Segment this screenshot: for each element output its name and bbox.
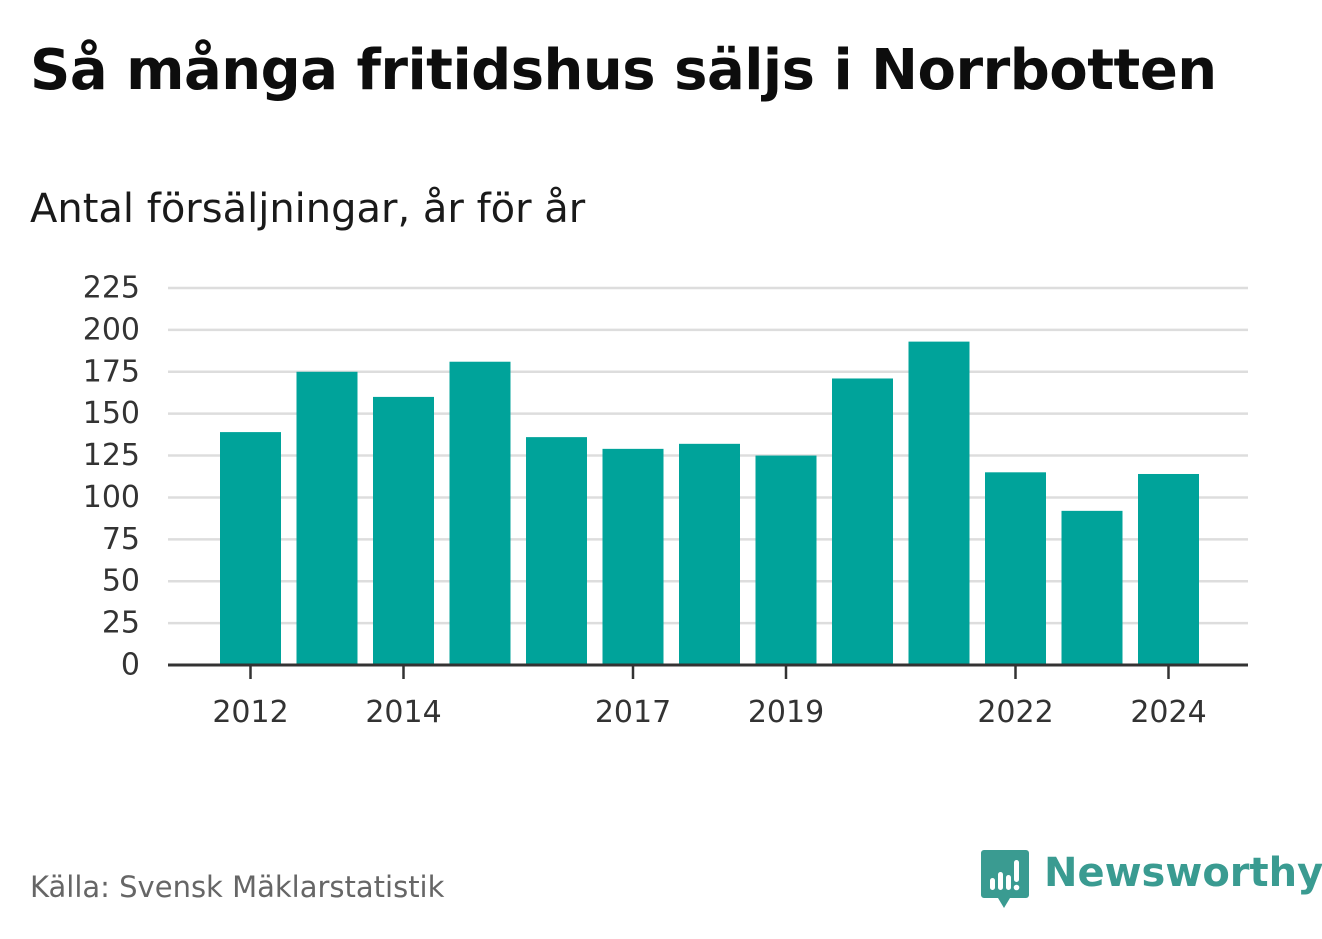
brand-name: Newsworthy: [1044, 850, 1322, 896]
x-tick-label: 2014: [365, 695, 441, 730]
y-tick-label: 25: [102, 606, 140, 641]
x-tick-label: 2022: [977, 695, 1053, 730]
bar-2020: [832, 378, 893, 665]
bar-2013: [296, 371, 358, 665]
bar-2015: [449, 361, 511, 665]
bar-2017: [602, 448, 664, 665]
x-tick-label: 2017: [595, 695, 671, 730]
bar-2019: [755, 455, 817, 665]
bar-2016: [526, 437, 587, 665]
bar-2018: [679, 443, 740, 665]
bar-2022: [985, 472, 1046, 665]
y-tick-label: 150: [83, 396, 140, 431]
y-tick-label: 200: [83, 312, 140, 347]
x-tick-label: 2024: [1130, 695, 1206, 730]
x-tick-label: 2019: [748, 695, 824, 730]
y-tick-label: 50: [102, 564, 140, 599]
bar-2014: [373, 396, 434, 665]
x-tick-label: 2012: [212, 695, 288, 730]
y-axis-ticks: 0 25 50 75 100 125 150 175 200 225: [83, 271, 140, 683]
y-tick-label: 225: [83, 271, 140, 306]
y-tick-label: 175: [83, 354, 140, 389]
bar-2024: [1138, 473, 1199, 665]
x-axis-ticks: 2012 2014 2017 2019 2022 2024: [212, 665, 1207, 730]
bar-2023: [1061, 510, 1123, 665]
source-note: Källa: Svensk Mäklarstatistik: [30, 870, 445, 904]
y-tick-label: 125: [83, 438, 140, 473]
newsworthy-logo-icon: [981, 850, 1029, 908]
y-tick-label: 75: [102, 522, 140, 557]
chart-title: Så många fritidshus säljs i Norrbotten: [30, 38, 1217, 103]
bar-2012: [220, 432, 281, 665]
brand-logo: Newsworthy: [980, 848, 1322, 912]
chart-subtitle: Antal försäljningar, år för år: [30, 186, 586, 232]
bars: [220, 341, 1199, 665]
y-tick-label: 100: [83, 480, 140, 515]
y-tick-label: 0: [121, 648, 140, 683]
bar-2021: [908, 341, 970, 665]
